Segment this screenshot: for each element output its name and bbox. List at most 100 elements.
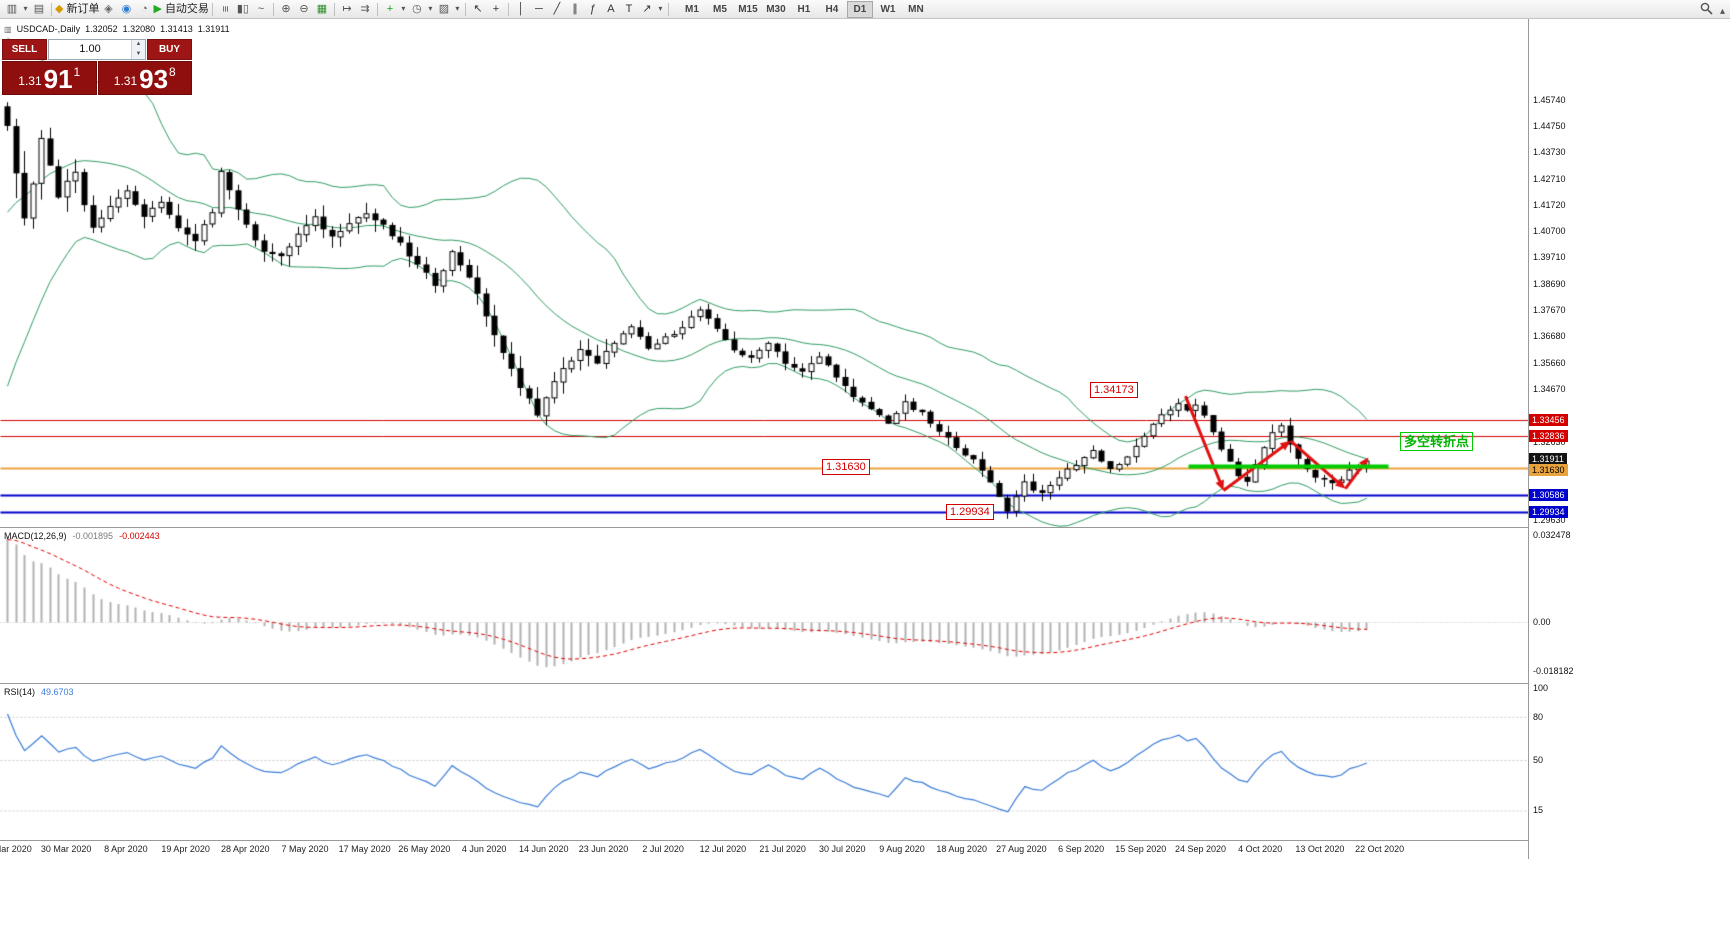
crosshair-icon[interactable]: + <box>492 3 500 15</box>
search-icon[interactable] <box>1700 2 1713 20</box>
text-icon[interactable]: A <box>607 3 615 15</box>
buy-button[interactable]: BUY <box>147 39 192 60</box>
timeframe-button-m5[interactable]: M5 <box>712 3 727 15</box>
macd-indicator-canvas[interactable] <box>0 528 1528 683</box>
date-axis-label: 7 May 2020 <box>281 844 329 854</box>
arrows-icon[interactable]: ↗ <box>642 3 652 15</box>
tile-windows-icon[interactable]: ▦ <box>316 3 328 15</box>
macd-value-main: -0.001895 <box>72 531 114 541</box>
ohlc-low: 1.31413 <box>160 24 193 34</box>
bar-chart-icon[interactable]: ≡ <box>218 5 231 13</box>
rsi-axis-label: 15 <box>1533 805 1544 816</box>
timeframe-button-h4[interactable]: H4 <box>825 3 839 15</box>
timeframe-button-mn[interactable]: MN <box>908 3 924 15</box>
volume-input[interactable]: 1.00 ▲ ▼ <box>48 39 146 60</box>
volume-up-icon[interactable]: ▲ <box>132 40 145 50</box>
templates-dropdown-icon[interactable]: ▾ <box>455 4 460 13</box>
time-axis[interactable]: 20 Mar 2020 30 Mar 2020 8 Apr 2020 19 Apr 2… <box>0 841 1528 859</box>
indicators-button-icon[interactable]: + <box>386 3 394 15</box>
templates-icon[interactable]: ▨ <box>438 3 450 15</box>
volume-down-icon[interactable]: ▼ <box>132 49 145 59</box>
date-axis-label: 4 Jun 2020 <box>461 844 507 854</box>
toolbar-right-group: ▴ <box>1700 2 1725 20</box>
timeframe-button-h1[interactable]: H1 <box>797 3 811 15</box>
toolbar-separator <box>376 2 378 16</box>
metaeditor-icon[interactable]: ◈ <box>104 3 113 15</box>
price-chart-canvas[interactable] <box>0 19 1528 527</box>
date-axis-label: 20 Mar 2020 <box>0 844 32 854</box>
vertical-line-icon[interactable]: │ <box>517 3 525 15</box>
price-axis-label: 1.39710 <box>1533 252 1566 263</box>
periods-dropdown-icon[interactable]: ▾ <box>428 4 433 13</box>
sell-price-display[interactable]: 1.31 91 1 <box>2 61 97 95</box>
timeframe-button-w1[interactable]: W1 <box>880 3 896 15</box>
auto-scroll-icon[interactable]: ↦ <box>342 3 352 15</box>
sell-price-sup: 1 <box>73 65 81 79</box>
note-annotation[interactable]: 多空转折点 <box>1400 432 1474 452</box>
equidistant-channel-icon[interactable]: ∥ <box>572 3 578 15</box>
zoom-in-icon[interactable]: ⊕ <box>281 3 291 15</box>
buy-price-sup: 8 <box>169 65 176 79</box>
chart-profiles-icon[interactable]: ▤ <box>33 3 45 15</box>
chart-shift-icon[interactable]: ⇉ <box>360 3 370 15</box>
date-axis-label: 19 Apr 2020 <box>161 844 210 854</box>
new-chart-icon[interactable]: ▥ <box>6 3 18 15</box>
timeframe-button-m30[interactable]: M30 <box>766 3 786 15</box>
price-annotation[interactable]: 1.31630 <box>822 458 870 475</box>
price-axis-label: 1.44750 <box>1533 120 1566 131</box>
buy-price-display[interactable]: 1.31 93 8 <box>97 61 192 95</box>
trendline-icon[interactable]: ╱ <box>553 3 561 15</box>
toolbar-separator <box>667 2 669 16</box>
date-axis-label: 28 Apr 2020 <box>221 844 270 854</box>
toolbar-separator <box>211 2 213 16</box>
volume-stepper[interactable]: ▲ ▼ <box>131 40 145 59</box>
price-axis-label: 1.41720 <box>1533 199 1566 210</box>
sell-price-big: 91 <box>43 64 73 94</box>
new-chart-dropdown-icon[interactable]: ▾ <box>23 4 28 13</box>
panel-separator[interactable] <box>0 840 1570 841</box>
macd-axis-label: 0.032478 <box>1533 530 1571 540</box>
price-axis-label: 1.35660 <box>1533 357 1566 368</box>
periods-icon[interactable]: ◷ <box>412 3 422 15</box>
autotrading-button[interactable]: ▶ 自动交易 <box>153 3 209 15</box>
macd-name: MACD(12,26,9) <box>4 531 67 541</box>
price-axis-label: 1.29630 <box>1533 515 1566 525</box>
new-order-button[interactable]: ◆ 新订单 <box>55 3 100 15</box>
alerts-icon[interactable]: ◔ <box>141 3 148 15</box>
zoom-out-icon[interactable]: ⊖ <box>299 3 309 15</box>
timeframe-button-m1[interactable]: M1 <box>684 3 699 15</box>
sell-button[interactable]: SELL <box>2 39 47 60</box>
indicators-dropdown-icon[interactable]: ▾ <box>401 4 406 13</box>
candlestick-chart-icon[interactable]: ▮▯ <box>236 3 249 15</box>
fibonacci-icon[interactable]: ƒ <box>589 3 596 15</box>
price-annotation[interactable]: 1.34173 <box>1090 381 1138 398</box>
price-axis-label: 1.37670 <box>1533 305 1566 316</box>
label-icon[interactable]: T <box>625 3 633 15</box>
price-annotation[interactable]: 1.29934 <box>946 504 994 521</box>
timeframe-button-m15[interactable]: M15 <box>738 3 758 15</box>
scroll-up-icon[interactable]: ▴ <box>1719 5 1725 17</box>
timeframe-button-d1[interactable]: D1 <box>846 0 873 18</box>
horizontal-line-icon[interactable]: ─ <box>535 3 543 15</box>
community-icon[interactable]: ◉ <box>121 3 132 15</box>
cursor-icon[interactable]: ↖ <box>473 3 483 15</box>
date-axis-label: 23 Jun 2020 <box>578 844 629 854</box>
rsi-axis-label: 80 <box>1533 711 1544 722</box>
date-axis-label: 9 Aug 2020 <box>879 844 925 854</box>
date-axis-label: 12 Jul 2020 <box>699 844 747 854</box>
panel-separator[interactable] <box>0 683 1570 684</box>
autotrading-button-label: 自动交易 <box>164 3 209 15</box>
line-chart-icon[interactable]: ~ <box>257 3 265 15</box>
date-axis-label: 2 Jul 2020 <box>642 844 684 854</box>
date-axis-label: 18 Aug 2020 <box>936 844 987 854</box>
chart-symbol-period: USDCAD-,Daily <box>16 24 81 34</box>
macd-indicator-label: MACD(12,26,9) -0.001895 -0.002443 <box>4 531 160 541</box>
arrows-dropdown-icon[interactable]: ▾ <box>658 4 663 13</box>
date-axis-label: 30 Jul 2020 <box>819 844 866 854</box>
price-scale[interactable]: 1.45740 1.44750 1.43730 1.42710 1.41720 1.407… <box>1528 19 1649 859</box>
rsi-indicator-canvas[interactable] <box>0 684 1528 840</box>
volume-value[interactable]: 1.00 <box>79 43 101 55</box>
rsi-value: 49.6703 <box>41 687 74 697</box>
price-axis-label: 1.40700 <box>1533 226 1566 237</box>
panel-separator[interactable] <box>0 527 1570 528</box>
